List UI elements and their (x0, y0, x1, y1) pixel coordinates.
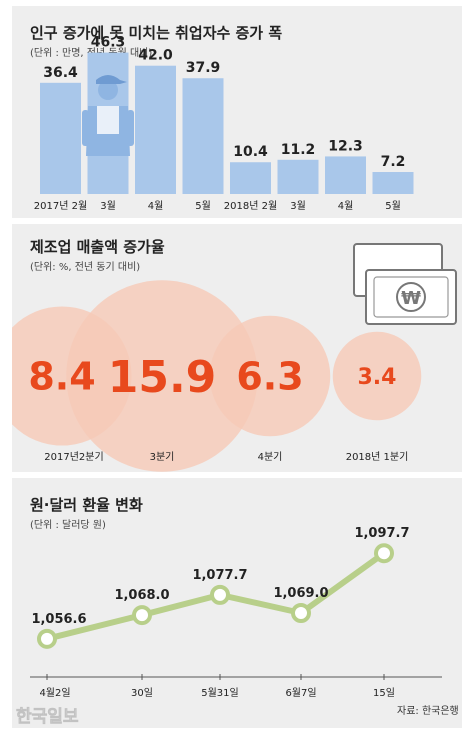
bar (182, 78, 224, 194)
category-label: 6월7일 (285, 687, 316, 699)
bar (372, 172, 414, 194)
source-note: 자료: 한국은행 (397, 705, 459, 717)
bar-value-label: 10.4 (233, 144, 268, 160)
point-value-label: 1,056.6 (31, 612, 86, 627)
won-circle (396, 282, 426, 312)
bubble (66, 280, 258, 472)
point-value-label: 1,077.7 (192, 568, 247, 583)
category-label: 4분기 (258, 451, 283, 463)
chart-subtitle: (단위: %, 전년 동기 대비) (30, 260, 140, 273)
category-label: 3월 (100, 200, 116, 212)
bar-value-label: 12.3 (328, 138, 363, 154)
bar (230, 162, 271, 194)
bubble-value-label: 3.4 (358, 365, 397, 390)
chart-title: 인구 증가에 못 미치는 취업자수 증가 폭 (30, 24, 282, 42)
worker-cap (96, 75, 127, 84)
bar-value-label: 11.2 (281, 142, 316, 158)
won-banknote-icon: ₩ (353, 243, 457, 325)
watermark: 한국일보 (16, 707, 79, 727)
won-sign: ₩ (401, 288, 421, 309)
bar (325, 156, 366, 194)
data-point (291, 603, 311, 623)
point-value-label: 1,097.7 (354, 526, 409, 541)
bar (277, 159, 319, 194)
worker-icon (82, 75, 134, 156)
category-label: 5월 (195, 200, 211, 212)
data-point (210, 584, 230, 605)
employment-bar-chart: 인구 증가에 못 미치는 취업자수 증가 폭 (단위 : 만명, 전년 동월 대… (30, 24, 414, 212)
category-label: 2018년 1분기 (346, 451, 409, 463)
point-value-label: 1,069.0 (273, 586, 328, 601)
bar-value-label: 7.2 (381, 154, 406, 170)
bar-value-label: 37.9 (186, 60, 221, 76)
bubble-value-label: 8.4 (28, 355, 95, 399)
bubble-value-label: 6.3 (236, 355, 303, 399)
data-point (37, 628, 57, 649)
chart-title: 제조업 매출액 증가율 (30, 238, 165, 256)
point-value-label: 1,068.0 (114, 588, 169, 603)
exchange-line-chart: 원·달러 환율 변화 (단위 : 달러당 원) 1,056.6 4월2일 1,068… (16, 496, 459, 727)
bar (135, 65, 176, 194)
worker-arm (127, 110, 134, 146)
data-point (374, 543, 394, 564)
bar-value-label: 42.0 (138, 48, 173, 64)
bar (40, 82, 81, 194)
category-label: 4월2일 (39, 687, 70, 699)
category-label: 2017년 2월 (34, 200, 87, 212)
manufacturing-bubble-chart: 8.4 2017년2분기 15.9 3분기 6.3 4분기 3.4 2018년 1분기 제조업… (0, 238, 457, 472)
category-label: 5월31일 (201, 687, 239, 699)
bubble (332, 331, 422, 421)
category-label: 3분기 (150, 451, 175, 463)
worker-head (98, 80, 118, 100)
chart-subtitle: (단위 : 달러당 원) (30, 518, 106, 531)
category-label: 4월 (148, 200, 164, 212)
category-label: 2017년2분기 (44, 451, 103, 463)
bubble (209, 315, 331, 437)
data-point (132, 605, 152, 626)
banknote-front (365, 269, 457, 325)
category-label: 2018년 2월 (224, 200, 277, 212)
bar-value-label: 46.3 (91, 35, 126, 51)
category-label: 4월 (338, 200, 354, 212)
chart-title: 원·달러 환율 변화 (30, 496, 143, 514)
category-label: 15일 (373, 687, 395, 699)
bubble-value-label: 15.9 (108, 352, 217, 403)
category-label: 5월 (385, 200, 401, 212)
bar-value-label: 36.4 (43, 65, 78, 81)
banknote-border (373, 276, 449, 318)
category-label: 3월 (290, 200, 306, 212)
exchange-panel: 원·달러 환율 변화 (단위 : 달러당 원) 1,056.6 4월2일 1,068… (12, 478, 462, 728)
worker-arm (82, 110, 89, 146)
employment-panel: 인구 증가에 못 미치는 취업자수 증가 폭 (단위 : 만명, 전년 동월 대… (12, 6, 462, 218)
manufacturing-panel: 8.4 2017년2분기 15.9 3분기 6.3 4분기 3.4 2018년 1분기 제조업… (0, 224, 462, 472)
worker-apron (97, 106, 119, 134)
category-label: 30일 (131, 687, 153, 699)
